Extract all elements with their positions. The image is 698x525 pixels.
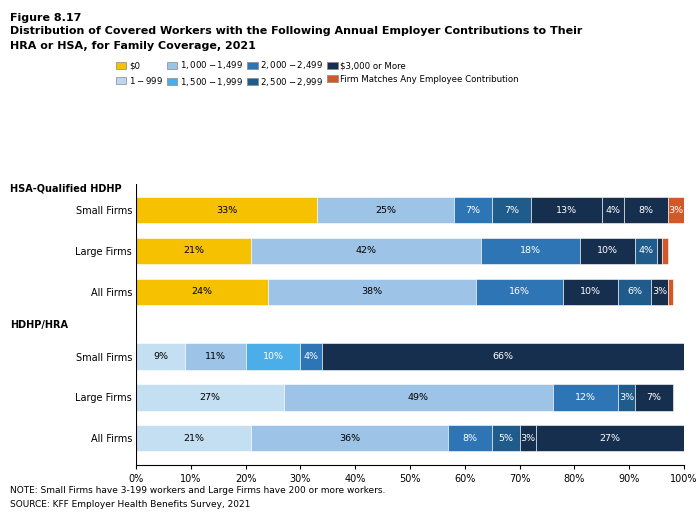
Text: 4%: 4%: [304, 352, 319, 361]
Bar: [136, 238, 251, 264]
Text: 24%: 24%: [191, 287, 212, 296]
Text: Figure 8.17: Figure 8.17: [10, 13, 82, 23]
Text: 27%: 27%: [200, 393, 221, 402]
Text: 10%: 10%: [262, 352, 283, 361]
Bar: [519, 425, 536, 451]
Text: 13%: 13%: [556, 206, 577, 215]
Text: 27%: 27%: [600, 434, 621, 443]
Bar: [301, 343, 322, 370]
Bar: [618, 384, 634, 411]
Bar: [246, 343, 300, 370]
Text: 7%: 7%: [504, 206, 519, 215]
Bar: [136, 425, 251, 451]
Bar: [618, 279, 651, 305]
Text: 3%: 3%: [619, 393, 634, 402]
Text: Distribution of Covered Workers with the Following Annual Employer Contributions: Distribution of Covered Workers with the…: [10, 26, 583, 36]
Text: 18%: 18%: [520, 246, 541, 256]
Bar: [136, 279, 267, 305]
Text: 42%: 42%: [356, 246, 377, 256]
Bar: [251, 425, 448, 451]
Bar: [530, 197, 602, 223]
Bar: [492, 197, 530, 223]
Bar: [454, 197, 492, 223]
Text: 10%: 10%: [581, 287, 602, 296]
Bar: [448, 425, 492, 451]
Text: 8%: 8%: [638, 206, 653, 215]
Text: 10%: 10%: [597, 246, 618, 256]
Text: 49%: 49%: [408, 393, 429, 402]
Bar: [136, 343, 186, 370]
Text: HSA-Qualified HDHP: HSA-Qualified HDHP: [10, 184, 122, 194]
Bar: [322, 343, 684, 370]
Bar: [580, 238, 634, 264]
Bar: [284, 384, 553, 411]
Bar: [476, 279, 563, 305]
Text: 3%: 3%: [652, 287, 667, 296]
Bar: [657, 238, 662, 264]
Text: 7%: 7%: [466, 206, 481, 215]
Bar: [602, 197, 624, 223]
Bar: [662, 238, 667, 264]
Bar: [634, 384, 673, 411]
Bar: [267, 279, 476, 305]
Text: 66%: 66%: [493, 352, 514, 361]
Text: 38%: 38%: [361, 287, 383, 296]
Text: 7%: 7%: [646, 393, 662, 402]
Bar: [553, 384, 618, 411]
Bar: [651, 279, 667, 305]
Text: 4%: 4%: [638, 246, 653, 256]
Bar: [317, 197, 454, 223]
Text: NOTE: Small Firms have 3-199 workers and Large Firms have 200 or more workers.: NOTE: Small Firms have 3-199 workers and…: [10, 486, 386, 495]
Bar: [186, 343, 246, 370]
Bar: [136, 384, 284, 411]
Bar: [536, 425, 684, 451]
Bar: [634, 238, 657, 264]
Text: 16%: 16%: [509, 287, 530, 296]
Bar: [667, 197, 684, 223]
Text: SOURCE: KFF Employer Health Benefits Survey, 2021: SOURCE: KFF Employer Health Benefits Sur…: [10, 500, 251, 509]
Text: 33%: 33%: [216, 206, 237, 215]
Text: 6%: 6%: [628, 287, 642, 296]
Bar: [624, 197, 667, 223]
Legend: $0, $1 - $999, $1,000 - $1,499, $1,500 - $1,999, $2,000 - $2,499, $2,500 - $2,99: $0, $1 - $999, $1,000 - $1,499, $1,500 -…: [116, 59, 519, 88]
Bar: [492, 425, 519, 451]
Bar: [482, 238, 580, 264]
Text: 4%: 4%: [605, 206, 621, 215]
Text: 21%: 21%: [183, 246, 204, 256]
Text: HRA or HSA, for Family Coverage, 2021: HRA or HSA, for Family Coverage, 2021: [10, 41, 256, 51]
Text: 21%: 21%: [183, 434, 204, 443]
Text: 11%: 11%: [205, 352, 226, 361]
Text: 3%: 3%: [668, 206, 683, 215]
Text: 12%: 12%: [575, 393, 596, 402]
Text: 8%: 8%: [463, 434, 478, 443]
Bar: [563, 279, 618, 305]
Text: HDHP/HRA: HDHP/HRA: [10, 320, 68, 330]
Bar: [136, 197, 317, 223]
Text: 36%: 36%: [339, 434, 360, 443]
Text: 5%: 5%: [498, 434, 514, 443]
Bar: [667, 279, 673, 305]
Text: 3%: 3%: [520, 434, 535, 443]
Text: 25%: 25%: [375, 206, 396, 215]
Text: 9%: 9%: [154, 352, 168, 361]
Bar: [251, 238, 482, 264]
